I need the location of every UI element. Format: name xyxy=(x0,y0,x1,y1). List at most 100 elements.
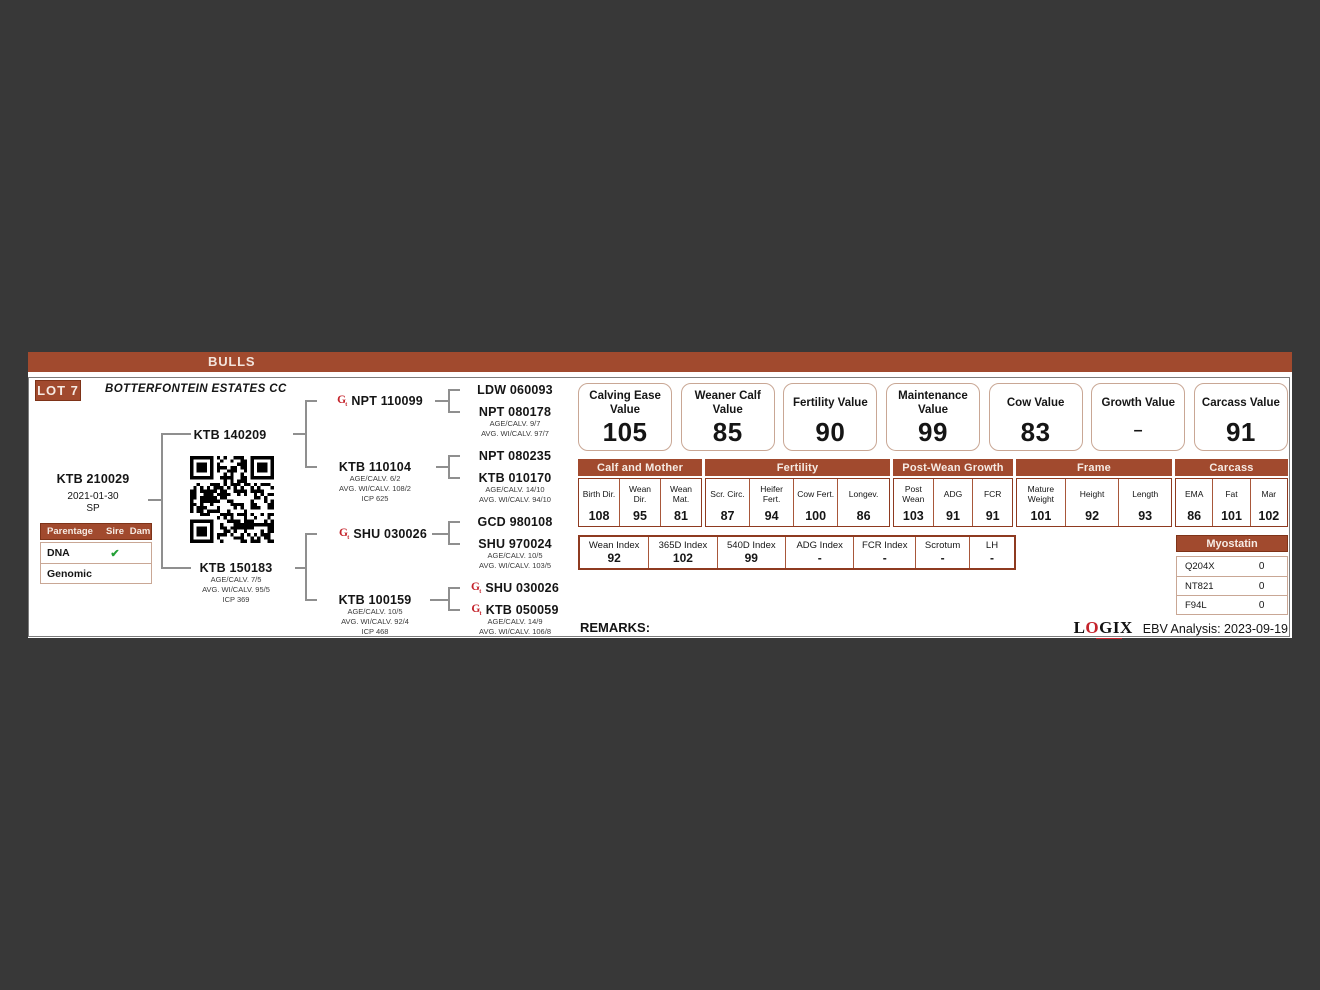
pedigree-line xyxy=(161,433,191,435)
index-label: FCR Index xyxy=(862,540,908,551)
pedigree-line xyxy=(295,567,305,569)
ebv-trait-label: Cow Fert. xyxy=(797,488,835,499)
ebv-trait-label: Mature Weight xyxy=(1027,483,1055,504)
index-value: - xyxy=(882,551,887,565)
animal-id: KTB 050059 xyxy=(485,603,559,617)
value-box-value: 99 xyxy=(918,417,948,447)
pedigree-line xyxy=(448,587,460,589)
parentage-table: Parentage Sire Dam DNA ✔ Genomic xyxy=(40,523,152,584)
animal-stat: AGE/CALV. 9/7 xyxy=(489,419,541,428)
pedigree-line xyxy=(305,400,307,466)
genomic-icon: G xyxy=(471,581,482,593)
footer-right: LOGIX EBV Analysis: 2023-09-19 xyxy=(1074,618,1288,639)
index-column: Wean Index 92 xyxy=(580,537,648,568)
ebv-trait-value: 101 xyxy=(1030,509,1052,523)
table-row: DNA ✔ xyxy=(41,543,151,563)
animal-stat: AVG. WI/CALV. 97/7 xyxy=(481,428,549,438)
pedigree-line xyxy=(448,521,460,523)
parentage-col-header: Parentage xyxy=(47,526,93,537)
table-row: Genomic xyxy=(41,563,151,583)
animal-id: KTB 100159 xyxy=(338,593,412,607)
animal-id: NPT 080178 xyxy=(478,405,552,419)
animal-id: KTB 210029 xyxy=(56,472,130,486)
ebv-trait-table: Calf and Mother Birth Dir. 108 Wean Dir.… xyxy=(578,459,1288,527)
pedigree-line xyxy=(432,533,448,535)
index-value: 99 xyxy=(744,551,758,565)
ebv-trait-label: Longev. xyxy=(848,488,879,499)
ebv-group-body: Post Wean 103 ADG 91 FCR 91 xyxy=(893,478,1013,527)
genomic-icon: G xyxy=(337,394,348,406)
index-label: ADG Index xyxy=(796,540,843,551)
ebv-column: Birth Dir. 108 xyxy=(579,479,619,526)
pedigree-line xyxy=(293,433,305,435)
animal-stat: ICP 468 xyxy=(361,626,389,636)
ebv-column: Length 93 xyxy=(1118,479,1171,526)
pedigree-line xyxy=(161,567,191,569)
ebv-trait-label: Wean Dir. xyxy=(628,483,652,504)
pedigree-node: NPT 080235 xyxy=(479,449,551,463)
index-label: 540D Index xyxy=(727,540,776,551)
ebv-group-body: Birth Dir. 108 Wean Dir. 95 Wean Mat. 81 xyxy=(578,478,702,527)
myostatin-gene: NT821 xyxy=(1185,580,1214,592)
animal-stat: AGE/CALV. 7/5 xyxy=(210,575,262,584)
ebv-column: Mar 102 xyxy=(1249,479,1287,526)
value-box-label: Cow Value xyxy=(1006,396,1065,409)
value-box-weaner-calf: Weaner Calf Value 85 xyxy=(680,383,775,451)
ebv-trait-value: 102 xyxy=(1258,509,1280,523)
lot-number-badge: LOT 7 xyxy=(35,380,81,401)
table-row: Q204X 0 xyxy=(1177,557,1287,576)
pedigree-node: G SHU 030026 xyxy=(471,581,559,595)
index-column: Scrotum - xyxy=(915,537,969,568)
index-label: 365D Index xyxy=(658,540,708,551)
pedigree-line xyxy=(448,521,450,543)
animal-id: KTB 010170 xyxy=(478,471,552,485)
animal-stat: AGE/CALV. 14/9 xyxy=(487,617,543,626)
ebv-trait-value: 93 xyxy=(1138,509,1153,523)
genomic-icon: G xyxy=(339,527,350,539)
pedigree-line xyxy=(430,599,448,601)
ebv-group-header: Calf and Mother xyxy=(578,459,702,476)
value-box-label: Growth Value xyxy=(1101,396,1176,409)
dam-col-header: Dam xyxy=(129,526,151,537)
ebv-column: Cow Fert. 100 xyxy=(793,479,837,526)
ebv-trait-label: Wean Mat. xyxy=(669,483,693,504)
ebv-trait-value: 92 xyxy=(1085,509,1100,523)
ebv-column: Scr. Circ. 87 xyxy=(706,479,749,526)
index-column: LH - xyxy=(968,537,1014,568)
section-title: BULLS xyxy=(208,354,256,369)
pedigree-line xyxy=(305,599,317,601)
pedigree-node: NPT 080178 AGE/CALV. 9/7 AVG. WI/CALV. 9… xyxy=(479,405,551,439)
logo-letters: GIX xyxy=(1099,618,1133,637)
index-column: FCR Index - xyxy=(853,537,915,568)
index-value: 92 xyxy=(607,551,621,565)
animal-stat: AGE/CALV. 14/10 xyxy=(485,485,545,494)
pedigree-line xyxy=(305,466,317,468)
value-box-maintenance: Maintenance Value 99 xyxy=(885,383,981,451)
ebv-trait-value: 91 xyxy=(985,509,1000,523)
ebv-group-post-wean-growth: Post-Wean Growth Post Wean 103 ADG 91 FC… xyxy=(893,459,1013,527)
myostatin-value: 0 xyxy=(1258,561,1265,572)
index-label: LH xyxy=(985,540,999,551)
value-box-label: Calving Ease Value xyxy=(589,389,661,416)
parentage-row-label: Genomic xyxy=(47,567,92,580)
value-box-cow: Cow Value 83 xyxy=(988,383,1083,451)
section-header-bar: BULLS xyxy=(28,352,1292,372)
dna-check-icon: ✔ xyxy=(110,547,120,560)
animal-id: KTB 110104 xyxy=(338,460,412,474)
ebv-column: Heifer Fert. 94 xyxy=(749,479,793,526)
animal-id: KTB 140209 xyxy=(193,428,267,442)
value-box-label: Weaner Calf Value xyxy=(694,389,761,416)
value-box-value: 83 xyxy=(1020,417,1051,447)
animal-id: GCD 980108 xyxy=(477,515,553,529)
animal-stat: AVG. WI/CALV. 106/8 xyxy=(479,626,551,636)
myostatin-value: 0 xyxy=(1258,580,1265,592)
pedigree-node: G SHU 030026 xyxy=(339,527,427,541)
ebv-trait-label: ADG xyxy=(943,488,963,499)
animal-stat: AGE/CALV. 10/5 xyxy=(347,607,403,616)
animal-stat: AVG. WI/CALV. 95/5 xyxy=(202,584,270,594)
ebv-column: FCR 91 xyxy=(972,479,1012,526)
ebv-group-header: Fertility xyxy=(705,459,890,476)
pedigree-node: G NPT 110099 xyxy=(337,394,423,408)
ebv-group-body: Mature Weight 101 Height 92 Length 93 xyxy=(1016,478,1172,527)
catalog-page: BULLS LOT 7 BOTTERFONTEIN ESTATES CC KTB… xyxy=(28,352,1292,639)
